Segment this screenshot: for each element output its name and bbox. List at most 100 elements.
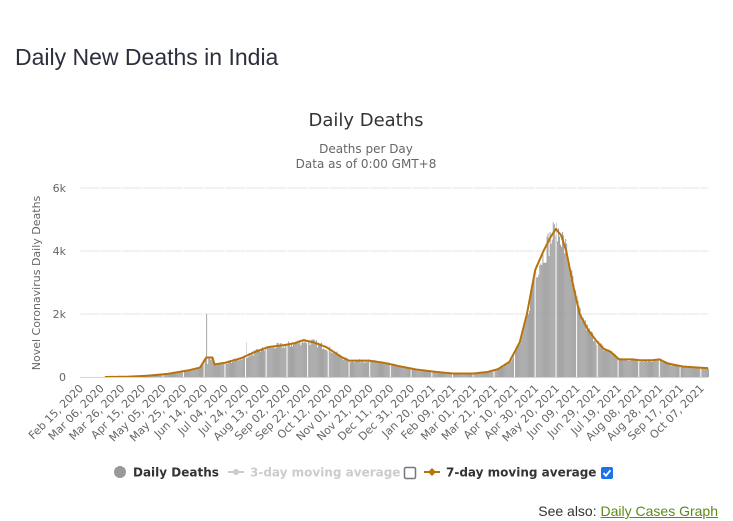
bar-daily-deaths [529, 310, 530, 377]
bar-daily-deaths [495, 370, 497, 377]
y-tick-label: 0 [59, 371, 66, 384]
bar-daily-deaths [477, 372, 479, 377]
bar-daily-deaths [409, 367, 410, 377]
bar-daily-deaths [176, 372, 178, 377]
bar-daily-deaths [530, 294, 531, 377]
bar-daily-deaths [211, 358, 213, 377]
bar-daily-deaths [258, 351, 260, 377]
bar-daily-deaths [450, 373, 452, 377]
bar-daily-deaths [563, 235, 565, 377]
bar-daily-deaths [323, 348, 325, 377]
bar-daily-deaths [602, 345, 604, 377]
bar-daily-deaths [172, 373, 173, 377]
bar-daily-deaths [500, 366, 501, 377]
bar-daily-deaths [559, 236, 560, 377]
bar-daily-deaths [523, 321, 525, 377]
bar-daily-deaths [476, 373, 478, 377]
bar-daily-deaths [441, 372, 442, 377]
bar-daily-deaths [444, 372, 446, 377]
bar-daily-deaths [234, 358, 236, 377]
bar-daily-deaths [439, 372, 440, 377]
bar-daily-deaths [391, 364, 393, 377]
bar-daily-deaths [629, 361, 631, 377]
bar-daily-deaths [320, 343, 321, 377]
bar-daily-deaths [196, 368, 198, 377]
bar-daily-deaths [238, 360, 240, 377]
bar-daily-deaths [264, 350, 266, 377]
bar-daily-deaths [527, 314, 529, 377]
bar-daily-deaths [512, 358, 514, 377]
bar-daily-deaths [187, 370, 189, 377]
page-title: Daily New Deaths in India [15, 44, 279, 70]
bar-daily-deaths [622, 360, 624, 377]
bar-daily-deaths [469, 373, 470, 377]
bar-daily-deaths [343, 359, 345, 377]
bar-daily-deaths [340, 357, 342, 377]
legend-marker-daily-deaths [114, 466, 126, 478]
bar-daily-deaths [691, 366, 693, 377]
bar-daily-deaths [705, 367, 707, 377]
legend-item-3day-average[interactable]: 3-day moving average [228, 466, 400, 480]
bar-daily-deaths [668, 364, 670, 377]
bar-daily-deaths [604, 348, 606, 377]
bar-daily-deaths [574, 292, 576, 377]
bar-daily-deaths [692, 366, 694, 377]
bar-daily-deaths [699, 368, 701, 377]
bar-daily-deaths [515, 348, 517, 377]
bar-daily-deaths [652, 361, 654, 377]
bar-daily-deaths [518, 343, 520, 377]
bar-daily-deaths [465, 373, 467, 377]
bar-daily-deaths [170, 373, 171, 377]
bar-daily-deaths [282, 344, 284, 377]
bar-daily-deaths [580, 314, 582, 377]
bar-daily-deaths [253, 350, 255, 377]
daily-cases-graph-link[interactable]: Daily Cases Graph [600, 503, 719, 519]
bar-daily-deaths [593, 341, 595, 377]
bar-daily-deaths [609, 351, 611, 377]
bar-daily-deaths [608, 349, 610, 377]
bar-daily-deaths [472, 373, 473, 377]
checkbox-3day-average[interactable] [403, 466, 417, 480]
bar-daily-deaths [572, 275, 574, 377]
bar-daily-deaths [190, 369, 192, 377]
bar-daily-deaths [416, 369, 418, 377]
bar-daily-deaths [290, 346, 291, 377]
bar-daily-deaths [166, 374, 168, 377]
bar-daily-deaths [443, 372, 445, 377]
bar-daily-deaths [249, 356, 251, 377]
bar-daily-deaths [188, 369, 190, 377]
bar-daily-deaths [466, 373, 468, 377]
legend-item-daily-deaths[interactable]: Daily Deaths [114, 466, 219, 480]
bar-daily-deaths [242, 356, 244, 377]
y-tick-label: 6k [53, 182, 67, 195]
checkbox-7day-average[interactable] [601, 467, 613, 479]
bar-daily-deaths [285, 344, 287, 377]
bar-daily-deaths [392, 363, 394, 377]
bar-daily-deaths [358, 360, 360, 377]
bar-daily-deaths [335, 353, 337, 377]
bar-daily-deaths [179, 371, 181, 377]
bar-daily-deaths [389, 362, 391, 377]
bar-daily-deaths [315, 340, 317, 377]
bar-daily-deaths [615, 357, 617, 377]
bar-daily-deaths [571, 269, 573, 377]
bar-daily-deaths [291, 344, 292, 377]
bar-daily-deaths [688, 366, 690, 377]
bar-daily-deaths [601, 344, 603, 377]
bar-daily-deaths [174, 372, 176, 377]
bar-daily-deaths [200, 367, 201, 377]
bar-daily-deaths [679, 365, 680, 377]
bar-daily-deaths [696, 366, 698, 377]
bar-daily-deaths [338, 354, 340, 377]
bar-daily-deaths [342, 359, 344, 377]
bar-daily-deaths [581, 321, 583, 377]
legend-item-7day-average[interactable]: 7-day moving average [424, 466, 596, 480]
bar-daily-deaths [470, 373, 471, 377]
bar-daily-deaths [494, 370, 496, 377]
bar-daily-deaths [683, 366, 685, 377]
bar-daily-deaths [181, 371, 183, 377]
bar-daily-deaths [636, 360, 638, 377]
bar-daily-deaths [440, 371, 441, 377]
bar-daily-deaths [177, 372, 179, 377]
bar-daily-deaths [384, 362, 386, 377]
